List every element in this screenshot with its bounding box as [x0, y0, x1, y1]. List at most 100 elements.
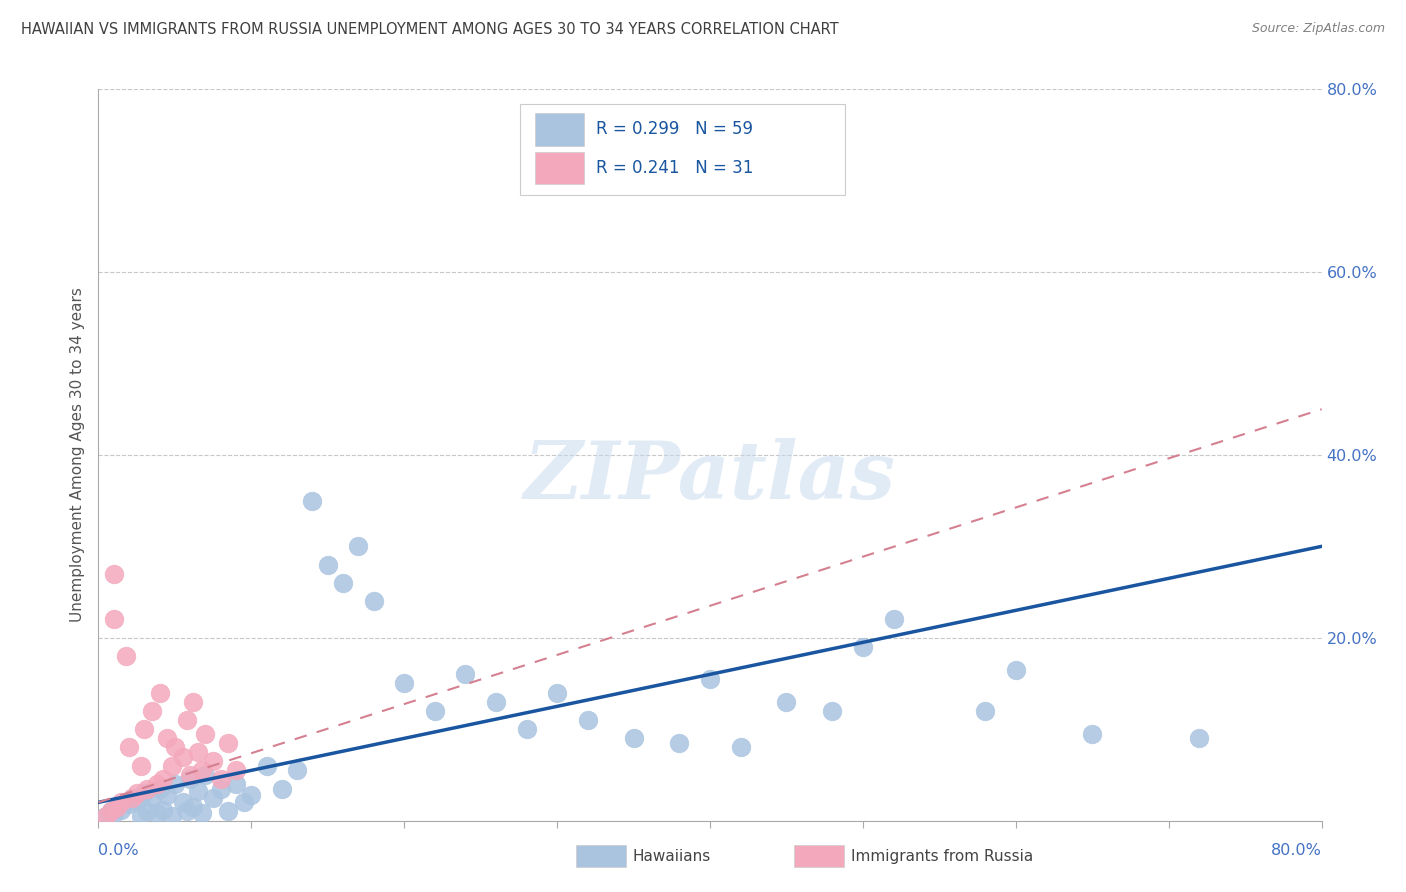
Point: [176, 805, 198, 819]
Point: [149, 781, 172, 796]
Point: [172, 796, 194, 810]
Point: [576, 713, 599, 727]
Point: [546, 685, 568, 699]
Point: [191, 806, 214, 821]
Point: [202, 754, 225, 768]
Point: [94, 809, 117, 823]
Point: [163, 777, 186, 791]
Point: [145, 806, 167, 821]
Point: [202, 790, 225, 805]
Point: [181, 800, 204, 814]
Point: [110, 803, 132, 817]
Point: [332, 576, 354, 591]
Point: [1004, 663, 1026, 677]
Point: [347, 539, 370, 553]
Point: [225, 777, 247, 791]
Point: [285, 764, 308, 778]
Text: R = 0.241   N = 31: R = 0.241 N = 31: [596, 159, 754, 178]
Point: [121, 790, 143, 805]
Point: [118, 797, 141, 812]
Point: [103, 806, 125, 821]
Point: [105, 800, 128, 814]
Point: [363, 594, 385, 608]
Point: [423, 704, 446, 718]
Point: [454, 667, 477, 681]
Point: [141, 790, 163, 805]
Point: [217, 736, 239, 750]
FancyBboxPatch shape: [536, 153, 583, 185]
Point: [160, 809, 183, 823]
Point: [852, 640, 875, 654]
Point: [187, 745, 209, 759]
Text: Immigrants from Russia: Immigrants from Russia: [851, 849, 1033, 863]
Point: [240, 788, 263, 802]
Point: [105, 800, 128, 814]
Point: [179, 768, 201, 782]
Point: [156, 788, 179, 802]
Point: [179, 772, 201, 787]
Point: [191, 764, 214, 778]
Point: [110, 796, 132, 810]
FancyBboxPatch shape: [520, 103, 845, 195]
Point: [149, 685, 172, 699]
Point: [270, 781, 292, 796]
Point: [1188, 731, 1211, 746]
Point: [194, 768, 217, 782]
Point: [883, 613, 905, 627]
Point: [775, 695, 797, 709]
Point: [115, 649, 138, 664]
Point: [115, 796, 138, 810]
Point: [172, 749, 194, 764]
Text: ZIPatlas: ZIPatlas: [524, 438, 896, 516]
FancyBboxPatch shape: [536, 113, 583, 145]
Point: [125, 786, 148, 800]
Point: [152, 772, 174, 787]
Text: Source: ZipAtlas.com: Source: ZipAtlas.com: [1251, 22, 1385, 36]
Point: [103, 566, 125, 581]
Text: Hawaiians: Hawaiians: [633, 849, 711, 863]
Point: [125, 793, 148, 807]
Point: [181, 695, 204, 709]
Point: [100, 805, 122, 819]
Point: [103, 613, 125, 627]
Text: R = 0.299   N = 59: R = 0.299 N = 59: [596, 120, 754, 138]
Point: [209, 781, 232, 796]
Point: [129, 758, 152, 772]
Point: [194, 727, 217, 741]
Text: 0.0%: 0.0%: [98, 843, 139, 858]
Point: [187, 784, 209, 798]
Point: [217, 805, 239, 819]
Point: [152, 803, 174, 817]
Point: [100, 805, 122, 819]
Point: [301, 493, 323, 508]
Point: [118, 740, 141, 755]
Point: [974, 704, 997, 718]
Point: [730, 740, 752, 755]
Point: [256, 758, 278, 772]
Point: [94, 809, 117, 823]
Point: [156, 731, 179, 746]
Point: [392, 676, 416, 690]
Point: [141, 704, 163, 718]
Point: [623, 731, 645, 746]
Point: [668, 736, 690, 750]
Point: [316, 558, 339, 572]
Point: [163, 740, 186, 755]
Y-axis label: Unemployment Among Ages 30 to 34 years: Unemployment Among Ages 30 to 34 years: [70, 287, 86, 623]
Point: [134, 723, 156, 737]
Point: [136, 805, 159, 819]
Point: [129, 809, 152, 823]
Text: 80.0%: 80.0%: [1271, 843, 1322, 858]
Point: [485, 695, 508, 709]
Point: [699, 672, 721, 686]
Point: [121, 790, 143, 805]
Point: [1081, 727, 1104, 741]
Point: [160, 758, 183, 772]
Point: [176, 713, 198, 727]
Point: [821, 704, 844, 718]
Point: [145, 777, 167, 791]
Point: [232, 796, 254, 810]
Point: [516, 723, 538, 737]
Point: [134, 786, 156, 800]
Point: [209, 772, 232, 787]
